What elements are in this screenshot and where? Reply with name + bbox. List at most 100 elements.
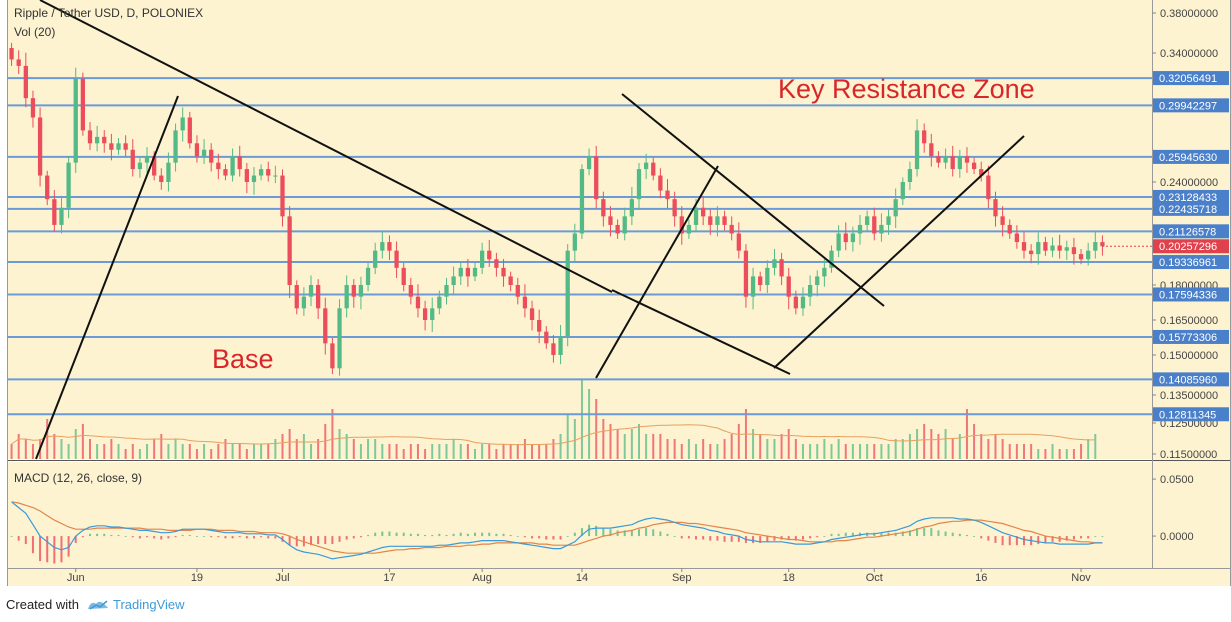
candle-body[interactable] [59,207,64,225]
candle-body[interactable] [850,233,856,243]
candle-body[interactable] [1036,242,1041,255]
candle-body[interactable] [708,216,713,225]
candle-body[interactable] [636,169,642,200]
candle-body[interactable] [401,267,406,285]
candle-body[interactable] [94,136,100,144]
trendline-downtrend[interactable] [39,0,613,293]
candle-body[interactable] [979,169,984,176]
candle-body[interactable] [957,156,962,170]
trendline-base-rise[interactable] [35,95,179,460]
candle-body[interactable] [722,216,727,225]
candle-body[interactable] [658,175,663,191]
candle-body[interactable] [1050,245,1055,251]
candle-body[interactable] [943,156,948,163]
candle-body[interactable] [472,267,478,277]
candle-body[interactable] [337,308,342,369]
candle-body[interactable] [950,156,955,170]
candle-body[interactable] [9,48,14,60]
candle-body[interactable] [1071,247,1077,255]
candle-body[interactable] [872,216,877,234]
candle-body[interactable] [266,169,271,176]
candle-body[interactable] [537,320,542,332]
candle-body[interactable] [715,216,720,225]
candle-body[interactable] [815,276,820,285]
candle-body[interactable] [415,296,421,309]
candle-body[interactable] [665,190,670,200]
candle-body[interactable] [743,250,749,297]
candle-body[interactable] [237,156,242,170]
candle-body[interactable] [1021,242,1027,251]
tradingview-link[interactable]: TradingView [112,596,185,612]
candle-body[interactable] [1064,247,1069,251]
candle-body[interactable] [45,175,50,200]
candle-body[interactable] [37,117,43,176]
candle-body[interactable] [451,276,456,285]
candle-body[interactable] [651,162,656,176]
candle-body[interactable] [487,250,492,260]
candle-body[interactable] [1057,245,1062,251]
candle-body[interactable] [594,156,599,200]
candle-body[interactable] [572,233,577,251]
candle-body[interactable] [964,156,970,163]
candle-body[interactable] [216,162,221,170]
candle-body[interactable] [843,233,848,243]
candle-body[interactable] [80,78,86,131]
candle-body[interactable] [123,143,128,150]
candle-body[interactable] [187,117,192,144]
candle-body[interactable] [529,308,535,320]
candle-body[interactable] [373,250,378,268]
candle-body[interactable] [565,250,570,337]
candle-body[interactable] [1007,224,1012,234]
candle-body[interactable] [522,296,528,309]
candle-body[interactable] [986,175,991,200]
candle-body[interactable] [914,130,920,170]
candle-body[interactable] [251,175,257,182]
candle-body[interactable] [465,267,471,277]
candle-body[interactable] [273,175,278,177]
candle-body[interactable] [209,149,214,163]
candle-body[interactable] [672,199,677,217]
candle-body[interactable] [223,169,228,176]
candle-body[interactable] [330,343,335,369]
candle-body[interactable] [615,224,620,234]
candle-body[interactable] [301,296,307,309]
candle-body[interactable] [166,162,171,182]
candle-body[interactable] [394,250,399,268]
candle-body[interactable] [308,285,314,297]
candle-body[interactable] [786,276,791,297]
candle-body[interactable] [1028,250,1034,255]
candle-body[interactable] [109,143,114,150]
candle-body[interactable] [159,175,164,182]
candle-body[interactable] [729,224,734,234]
candle-body[interactable] [437,296,442,309]
candle-body[interactable] [1000,216,1005,225]
candle-body[interactable] [358,285,364,297]
candle-body[interactable] [857,224,863,234]
candle-body[interactable] [430,308,435,320]
candle-body[interactable] [23,65,28,99]
candle-body[interactable] [679,216,684,234]
candle-body[interactable] [929,143,934,157]
candle-body[interactable] [836,233,841,251]
candle-body[interactable] [879,224,884,234]
candle-body[interactable] [458,267,463,277]
candle-body[interactable] [822,267,827,277]
candle-body[interactable] [579,169,585,234]
candle-body[interactable] [365,267,371,285]
candle-body[interactable] [936,156,941,163]
candle-body[interactable] [772,259,777,268]
candle-body[interactable] [130,149,135,170]
candle-body[interactable] [686,224,692,234]
candle-body[interactable] [508,276,513,285]
candle-body[interactable] [408,285,413,297]
tradingview-logo-icon[interactable] [87,597,109,611]
candle-body[interactable] [544,331,549,344]
candle-body[interactable] [829,250,834,268]
candle-body[interactable] [66,162,71,208]
candle-body[interactable] [886,216,891,225]
candle-body[interactable] [258,169,264,176]
candle-body[interactable] [16,59,21,66]
candle-body[interactable] [893,199,898,217]
candle-body[interactable] [1078,254,1084,260]
candle-body[interactable] [201,149,207,157]
